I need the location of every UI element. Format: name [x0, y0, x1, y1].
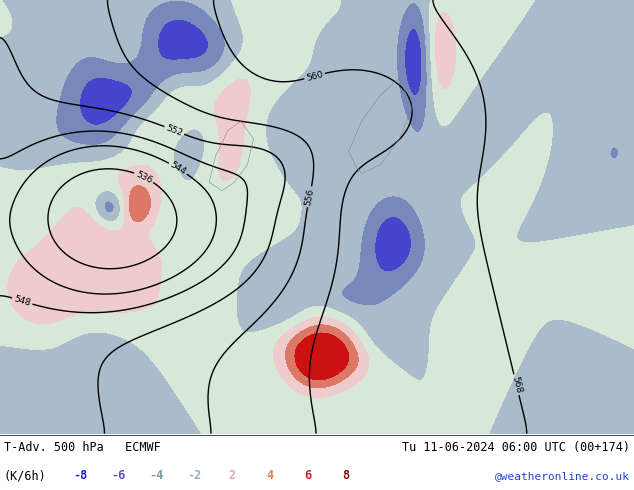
Text: 8: 8: [342, 469, 349, 483]
Polygon shape: [203, 108, 254, 187]
Text: Tu 11-06-2024 06:00 UTC (00+174): Tu 11-06-2024 06:00 UTC (00+174): [402, 441, 630, 454]
Text: 6: 6: [304, 469, 311, 483]
Text: 552: 552: [165, 123, 184, 138]
Polygon shape: [222, 390, 571, 434]
Text: -4: -4: [149, 469, 163, 483]
Text: 548: 548: [13, 294, 32, 308]
Text: (K/6h): (K/6h): [4, 469, 47, 483]
Text: 4: 4: [266, 469, 273, 483]
Polygon shape: [0, 44, 63, 139]
Text: -8: -8: [73, 469, 87, 483]
Polygon shape: [0, 0, 95, 52]
Polygon shape: [330, 0, 634, 325]
Polygon shape: [222, 239, 349, 390]
Text: 536: 536: [134, 170, 153, 185]
Text: 2: 2: [228, 469, 236, 483]
Text: T-Adv. 500 hPa   ECMWF: T-Adv. 500 hPa ECMWF: [4, 441, 161, 454]
Text: 560: 560: [305, 70, 324, 83]
Text: 568: 568: [510, 375, 523, 394]
Text: @weatheronline.co.uk: @weatheronline.co.uk: [495, 471, 630, 481]
Text: 544: 544: [169, 160, 188, 177]
Text: 556: 556: [304, 187, 316, 206]
Polygon shape: [260, 234, 279, 256]
Text: -2: -2: [187, 469, 201, 483]
Text: -6: -6: [111, 469, 125, 483]
